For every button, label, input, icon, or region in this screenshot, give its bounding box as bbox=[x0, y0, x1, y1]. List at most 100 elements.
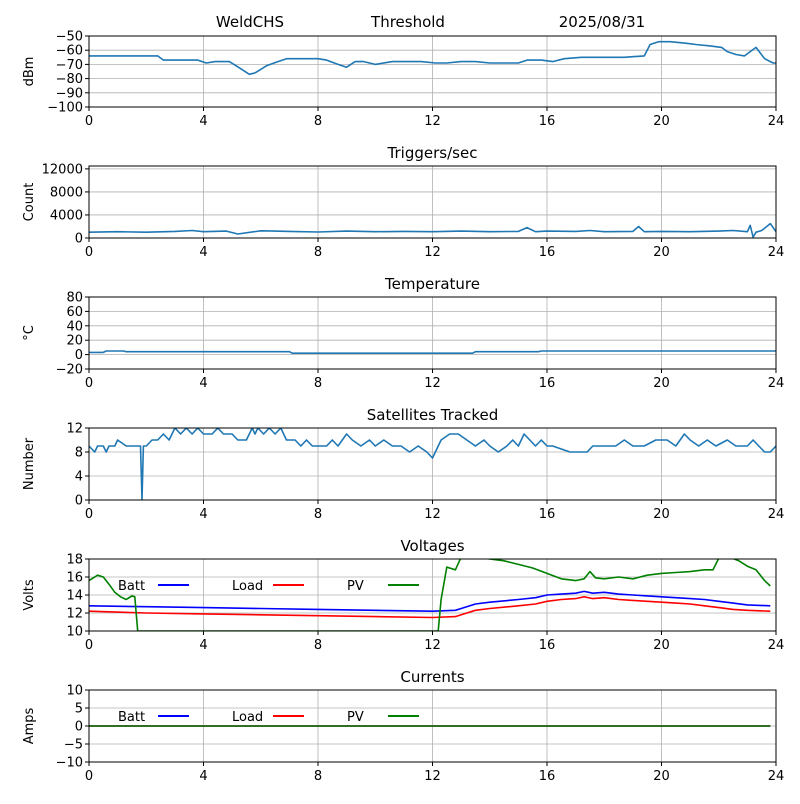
x-tick-label: 12 bbox=[424, 507, 441, 522]
y-tick-label: 10 bbox=[66, 684, 83, 699]
y-tick-label: 18 bbox=[66, 553, 83, 568]
header-label: Threshold bbox=[370, 13, 445, 31]
x-tick-label: 20 bbox=[653, 376, 670, 391]
y-tick-label: 14 bbox=[66, 589, 83, 604]
x-tick-label: 12 bbox=[424, 769, 441, 784]
y-tick-label: −70 bbox=[56, 58, 83, 73]
y-axis-label: °C bbox=[22, 325, 37, 341]
x-tick-label: 0 bbox=[85, 769, 93, 784]
x-tick-label: 24 bbox=[768, 114, 785, 129]
chart-title: Voltages bbox=[400, 537, 464, 555]
x-tick-label: 0 bbox=[85, 507, 93, 522]
y-tick-label: 12 bbox=[66, 607, 83, 622]
x-tick-label: 20 bbox=[653, 638, 670, 653]
x-tick-label: 8 bbox=[314, 114, 322, 129]
x-tick-label: 24 bbox=[768, 638, 785, 653]
y-tick-label: 20 bbox=[66, 334, 83, 349]
x-tick-label: 20 bbox=[653, 769, 670, 784]
y-tick-label: −60 bbox=[56, 44, 83, 59]
y-axis-label: Number bbox=[22, 437, 37, 490]
legend-label-pv: PV bbox=[347, 579, 364, 594]
y-tick-label: 8 bbox=[75, 446, 83, 461]
y-tick-label: 16 bbox=[66, 571, 83, 586]
header-date: 2025/08/31 bbox=[559, 13, 645, 31]
x-tick-label: 16 bbox=[539, 507, 556, 522]
x-tick-label: 16 bbox=[539, 769, 556, 784]
panel-satellites: 0 4 8 12 16 20 24 0 4 8 12 Satellites Tracked Number bbox=[22, 406, 784, 522]
panel-voltages: 0 4 8 12 16 20 24 10 12 14 16 18 Voltages Volts Batt Lo… bbox=[22, 537, 784, 653]
series-line-triggers bbox=[89, 222, 776, 238]
y-tick-label: 80 bbox=[66, 291, 83, 306]
y-axis-label: dBm bbox=[22, 57, 37, 87]
panel-threshold: 0 4 8 12 16 20 24 −100−90−80−70−60−50 dBm bbox=[22, 30, 784, 130]
series-line-load bbox=[89, 595, 771, 619]
x-tick-label: 4 bbox=[199, 245, 207, 260]
x-tick-label: 20 bbox=[653, 245, 670, 260]
x-tick-label: 8 bbox=[314, 769, 322, 784]
x-tick-label: 8 bbox=[314, 245, 322, 260]
series-line-pv bbox=[89, 559, 771, 631]
chart-title: Currents bbox=[400, 668, 464, 686]
x-tick-label: 4 bbox=[199, 376, 207, 391]
y-tick-label: 0 bbox=[75, 348, 83, 363]
y-tick-label: −100 bbox=[47, 101, 83, 116]
x-tick-label: 0 bbox=[85, 376, 93, 391]
y-tick-label: 12000 bbox=[42, 162, 83, 177]
x-tick-label: 8 bbox=[314, 638, 322, 653]
x-tick-label: 16 bbox=[539, 376, 556, 391]
x-tick-label: 24 bbox=[768, 376, 785, 391]
y-tick-label: 60 bbox=[66, 305, 83, 320]
y-tick-label: 12 bbox=[66, 422, 83, 437]
y-tick-label: 0 bbox=[75, 232, 83, 247]
y-tick-label: 40 bbox=[66, 319, 83, 334]
x-tick-label: 12 bbox=[424, 245, 441, 260]
y-axis-label: Amps bbox=[22, 707, 37, 744]
y-tick-label: −90 bbox=[56, 86, 83, 101]
x-tick-label: 8 bbox=[314, 376, 322, 391]
chart-title: Triggers/sec bbox=[387, 144, 478, 162]
x-tick-label: 20 bbox=[653, 114, 670, 129]
legend-label-pv: PV bbox=[347, 710, 364, 725]
x-tick-label: 16 bbox=[539, 638, 556, 653]
x-tick-label: 12 bbox=[424, 114, 441, 129]
y-tick-label: −10 bbox=[56, 756, 83, 771]
legend-label-batt: Batt bbox=[118, 710, 145, 725]
y-tick-label: −5 bbox=[64, 738, 83, 753]
x-tick-label: 12 bbox=[424, 638, 441, 653]
x-tick-label: 4 bbox=[199, 114, 207, 129]
x-tick-label: 16 bbox=[539, 114, 556, 129]
x-tick-label: 24 bbox=[768, 769, 785, 784]
series-line-temperature bbox=[89, 350, 776, 355]
y-tick-label: −20 bbox=[56, 363, 83, 378]
y-axis-label: Count bbox=[22, 183, 37, 222]
x-tick-label: 4 bbox=[199, 507, 207, 522]
legend-label-load: Load bbox=[232, 579, 263, 594]
chart-title: Temperature bbox=[384, 275, 480, 293]
x-tick-label: 24 bbox=[768, 245, 785, 260]
series-line-batt bbox=[89, 590, 771, 613]
x-tick-label: 0 bbox=[85, 245, 93, 260]
legend-label-batt: Batt bbox=[118, 579, 145, 594]
y-tick-label: 0 bbox=[75, 494, 83, 509]
x-tick-label: 8 bbox=[314, 507, 322, 522]
y-tick-label: 8000 bbox=[50, 185, 83, 200]
x-tick-label: 4 bbox=[199, 638, 207, 653]
series-line-threshold bbox=[89, 40, 776, 76]
legend-label-load: Load bbox=[232, 710, 263, 725]
x-tick-label: 16 bbox=[539, 245, 556, 260]
y-tick-label: 5 bbox=[75, 702, 83, 717]
y-tick-label: 4 bbox=[75, 470, 83, 485]
x-tick-label: 12 bbox=[424, 376, 441, 391]
chart-title: Satellites Tracked bbox=[367, 406, 498, 424]
x-tick-label: 0 bbox=[85, 114, 93, 129]
header-station: WeldCHS bbox=[216, 13, 284, 31]
x-tick-label: 0 bbox=[85, 638, 93, 653]
x-tick-label: 20 bbox=[653, 507, 670, 522]
y-axis-label: Volts bbox=[22, 579, 37, 611]
y-tick-label: 4000 bbox=[50, 208, 83, 223]
y-tick-label: −50 bbox=[56, 30, 83, 45]
y-tick-label: 0 bbox=[75, 720, 83, 735]
